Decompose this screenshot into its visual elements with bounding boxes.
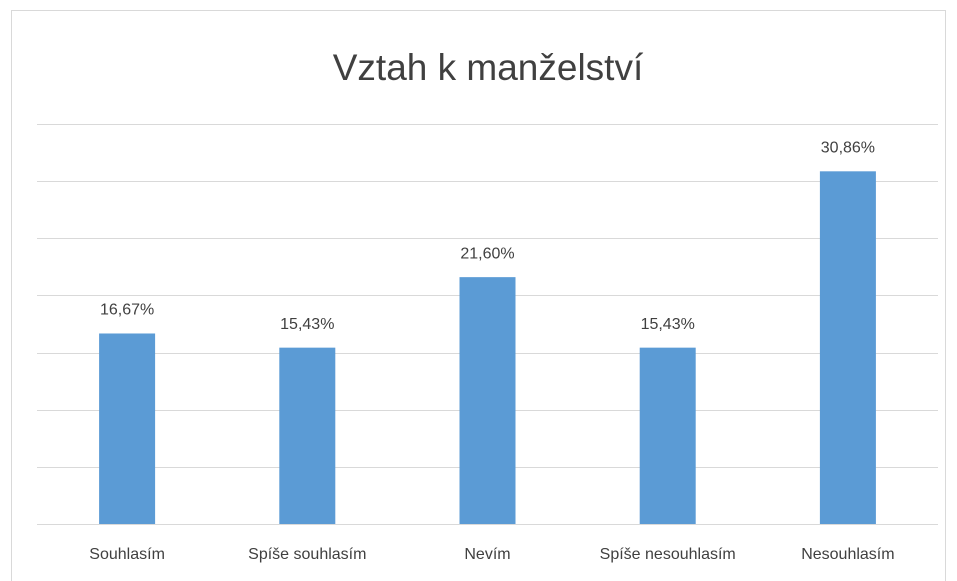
x-tick-label: Spíše souhlasím <box>248 546 366 563</box>
bar <box>639 347 696 524</box>
data-label: 21,60% <box>460 245 514 262</box>
x-tick-label: Nesouhlasím <box>801 546 894 563</box>
bar <box>279 347 336 524</box>
x-tick-label: Spíše nesouhlasím <box>600 546 736 563</box>
data-label: 30,86% <box>821 140 875 157</box>
data-label: 16,67% <box>100 302 154 319</box>
chart-title: Vztah k manželství <box>333 47 644 88</box>
bar <box>819 171 876 525</box>
x-tick-label: Nevím <box>464 546 510 563</box>
bar <box>459 277 516 524</box>
data-label: 15,43% <box>280 316 334 333</box>
bar <box>99 333 156 524</box>
x-tick-label: Souhlasím <box>89 546 165 563</box>
data-label: 15,43% <box>641 316 695 333</box>
